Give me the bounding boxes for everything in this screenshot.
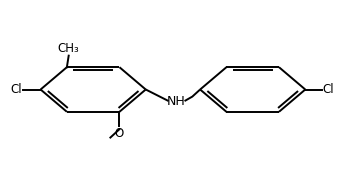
- Text: NH: NH: [167, 95, 186, 108]
- Text: CH₃: CH₃: [58, 42, 80, 55]
- Text: O: O: [115, 127, 124, 140]
- Text: Cl: Cl: [11, 83, 23, 96]
- Text: Cl: Cl: [323, 83, 334, 96]
